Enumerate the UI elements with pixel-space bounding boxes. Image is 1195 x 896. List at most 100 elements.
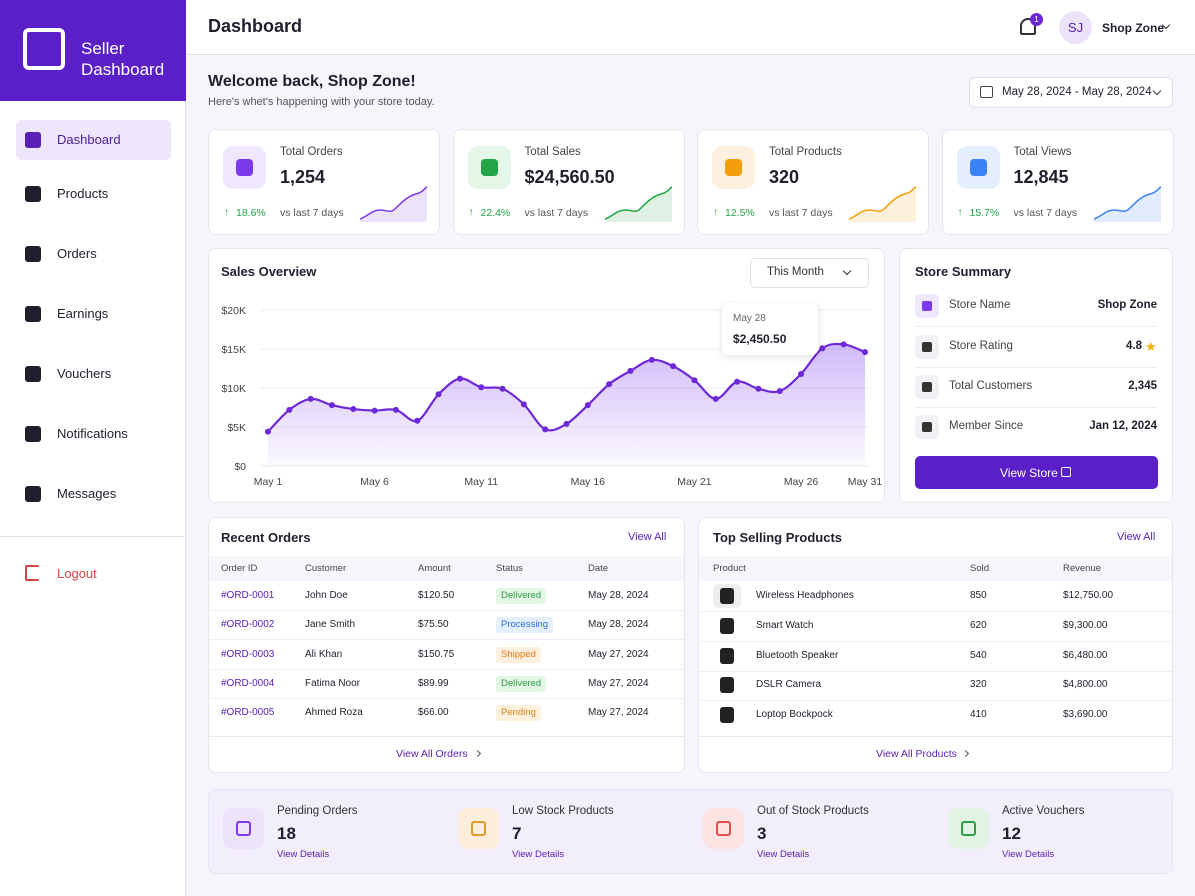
column-header: Date: [588, 563, 609, 574]
tooltip-value: $2,450.50: [733, 332, 787, 346]
point: [286, 406, 293, 413]
order-id[interactable]: #ORD-0003: [221, 648, 275, 660]
table-header: [209, 556, 684, 581]
point: [542, 426, 549, 433]
summary-link[interactable]: View Details: [512, 849, 565, 860]
row-icon: [922, 301, 932, 311]
point: [798, 370, 805, 377]
stat-icon: [236, 159, 253, 176]
row-value: 4.8: [1126, 340, 1142, 352]
stat-arrow: ↑: [713, 207, 718, 218]
cell: $12,750.00: [1063, 590, 1114, 601]
row-divider: [209, 639, 684, 641]
user-name[interactable]: Shop Zone: [1102, 21, 1164, 35]
point: [776, 388, 783, 395]
point: [265, 428, 271, 435]
product-thumb: [720, 707, 734, 724]
menu-item[interactable]: Messages: [57, 486, 117, 501]
menu-item[interactable]: Dashboard: [57, 132, 121, 147]
avatar[interactable]: SJ: [1059, 11, 1092, 44]
external-icon: [1061, 467, 1071, 477]
sparkline-area: [1093, 187, 1161, 222]
column-header: Revenue: [1063, 563, 1102, 574]
menu-item[interactable]: Notifications: [57, 426, 128, 441]
row-divider: [699, 640, 1172, 642]
cell: May 27, 2024: [588, 707, 649, 719]
cell: $120.50: [418, 590, 455, 601]
divider: [209, 736, 684, 737]
cell: May 28, 2024: [588, 619, 649, 631]
menu-item[interactable]: Earnings: [57, 306, 109, 321]
summary-panel: [208, 789, 1173, 874]
logout[interactable]: Logout: [57, 566, 97, 581]
order-id[interactable]: #ORD-0002: [221, 619, 275, 631]
row-divider: [209, 668, 684, 670]
y-tick-label: $20K: [221, 305, 246, 317]
brand-title: Dashboard: [81, 60, 165, 79]
date-picker[interactable]: [969, 77, 1173, 108]
summary-value: 7: [512, 824, 522, 843]
summary-icon-bg: [703, 808, 744, 849]
sparkline-line: [360, 186, 428, 220]
divider: [915, 367, 1157, 368]
sparkline-area: [849, 187, 916, 222]
summary-link[interactable]: View Details: [757, 849, 810, 860]
summary-icon: [236, 821, 251, 836]
sparkline: [1093, 186, 1161, 222]
sparkline-line: [849, 186, 917, 220]
point: [350, 406, 357, 413]
stat-label: Total Orders: [280, 146, 343, 158]
summary-label: Pending Orders: [277, 805, 358, 817]
cell: 540: [970, 649, 987, 661]
store-summary-title: Store Summary: [915, 264, 1012, 279]
menu-item[interactable]: Products: [57, 186, 109, 201]
area: [268, 343, 865, 466]
column-header: Status: [496, 563, 523, 574]
menu-item[interactable]: Vouchers: [57, 366, 112, 381]
row-divider: [699, 670, 1172, 672]
stat-period: vs last 7 days: [769, 207, 833, 219]
view-all-link[interactable]: View All: [628, 531, 667, 543]
tooltip-date: May 28: [733, 313, 766, 324]
view-all-link[interactable]: View All: [1117, 531, 1156, 543]
menu-icon: [25, 132, 41, 148]
order-id[interactable]: #ORD-0005: [221, 707, 275, 719]
point: [584, 402, 591, 409]
menu-icon: [25, 366, 41, 382]
row-divider: [699, 611, 1172, 612]
point: [606, 381, 613, 388]
cell: May 28, 2024: [588, 590, 649, 601]
menu-icon: [25, 426, 41, 442]
point: [392, 406, 399, 413]
row-icon: [922, 422, 932, 432]
product-name: Smart Watch: [756, 619, 814, 631]
footer-link[interactable]: View All Orders: [396, 748, 468, 760]
status-pill: Pending: [496, 705, 541, 722]
footer-link[interactable]: View All Products: [876, 748, 957, 760]
order-id[interactable]: #ORD-0004: [221, 677, 275, 689]
stat-icon: [480, 159, 498, 176]
cell: 620: [970, 619, 987, 631]
column-header: Order ID: [221, 563, 258, 574]
bell-icon[interactable]: [1020, 18, 1036, 35]
column-header: Amount: [418, 563, 451, 574]
period-select[interactable]: [750, 258, 869, 288]
order-id[interactable]: #ORD-0001: [221, 590, 275, 601]
product-thumb: [720, 647, 734, 664]
product-name: Bluetooth Speaker: [756, 649, 839, 661]
row-value: 2,345: [1128, 380, 1157, 392]
x-tick-label: May 11: [464, 476, 498, 488]
point: [755, 385, 762, 392]
welcome-subtitle: Here's whet's happening with your store …: [208, 96, 435, 108]
brand-bar: [0, 0, 186, 101]
product-thumb: [720, 617, 734, 634]
summary-link[interactable]: View Details: [1002, 849, 1055, 860]
summary-icon-bg: [458, 808, 499, 849]
summary-link[interactable]: View Details: [277, 849, 330, 860]
menu-item[interactable]: Orders: [57, 246, 97, 261]
stat-arrow: ↑: [224, 207, 229, 218]
row-label: Store Rating: [949, 340, 1013, 352]
view-store-button[interactable]: [915, 456, 1158, 489]
cell: $4,800.00: [1063, 679, 1108, 691]
summary-label: Low Stock Products: [512, 805, 614, 817]
